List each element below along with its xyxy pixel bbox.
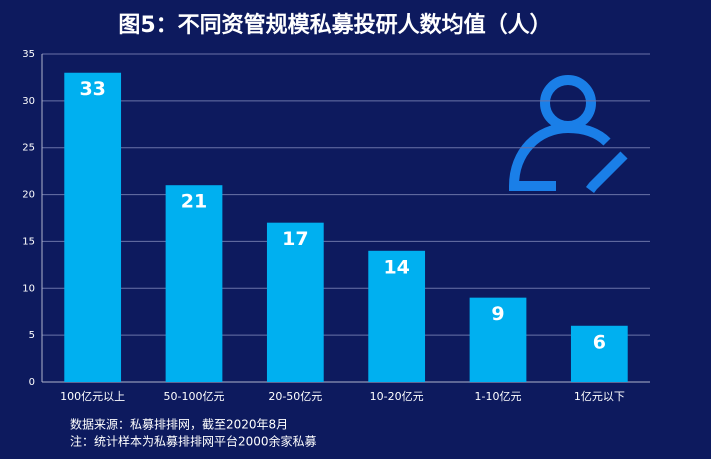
data-label: 14 (383, 256, 409, 278)
y-tick-label: 10 (22, 283, 35, 294)
data-label: 6 (593, 331, 606, 353)
data-label: 33 (79, 78, 105, 100)
data-label: 17 (282, 228, 308, 250)
source-note: 数据来源：私募排排网，截至2020年8月 (70, 417, 288, 432)
sample-note: 注：统计样本为私募排排网平台2000余家私募 (70, 434, 317, 449)
x-tick-label: 50-100亿元 (164, 390, 225, 403)
y-tick-label: 25 (22, 143, 35, 154)
y-tick-label: 15 (22, 236, 35, 247)
data-label: 9 (491, 303, 504, 325)
x-tick-label: 10-20亿元 (370, 390, 424, 403)
chart-title: 图5：不同资管规模私募投研人数均值（人） (118, 12, 551, 38)
bar (165, 185, 223, 382)
bar (266, 222, 324, 382)
bar (368, 250, 426, 382)
x-tick-label: 1-10亿元 (475, 390, 522, 403)
y-tick-label: 35 (22, 49, 35, 60)
x-tick-label: 100亿元以上 (60, 390, 125, 403)
x-tick-label: 1亿元以下 (574, 390, 625, 403)
bar (64, 72, 122, 382)
y-tick-label: 30 (22, 96, 35, 107)
y-tick-label: 0 (29, 377, 35, 388)
y-tick-label: 20 (22, 190, 35, 201)
x-tick-label: 20-50亿元 (268, 390, 322, 403)
user-icon (508, 75, 628, 193)
bar (469, 297, 527, 382)
bar (570, 325, 628, 382)
data-label: 21 (181, 191, 207, 213)
y-tick-label: 5 (29, 330, 35, 341)
